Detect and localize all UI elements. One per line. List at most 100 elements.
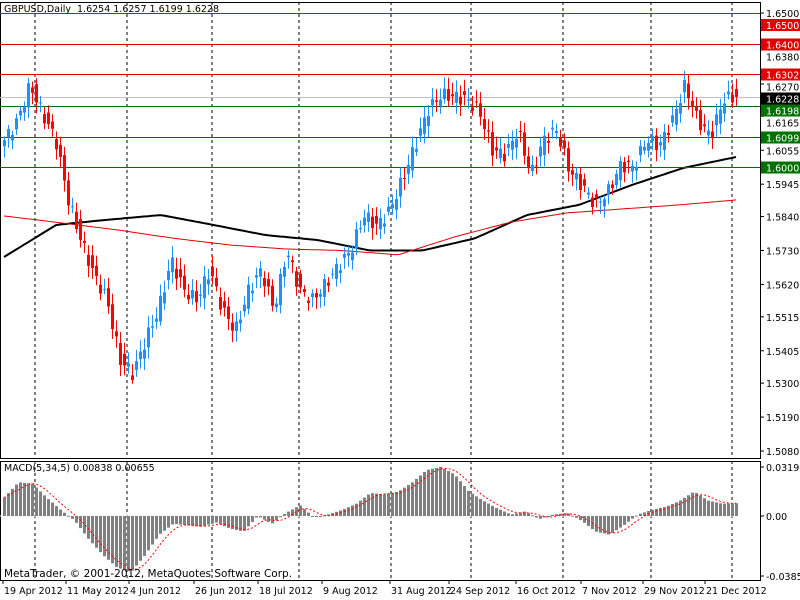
macd-bar — [127, 516, 130, 572]
macd-bar — [239, 516, 242, 531]
macd-bar — [291, 509, 294, 516]
candle — [291, 260, 294, 263]
candle — [659, 142, 662, 146]
level-label: 1.6302 — [766, 71, 799, 82]
macd-bar — [607, 516, 610, 535]
macd-bar — [179, 516, 182, 525]
macd-bar — [71, 516, 74, 519]
macd-bar — [435, 467, 438, 516]
macd-bar — [539, 516, 542, 519]
macd-bar — [87, 516, 90, 539]
candle — [299, 273, 302, 288]
macd-bar — [403, 487, 406, 516]
candle — [99, 284, 102, 294]
macd-bar — [499, 509, 502, 516]
candle — [703, 124, 706, 127]
candle — [595, 194, 598, 198]
candle — [587, 192, 590, 195]
x-tick-label: 31 Aug 2012 — [391, 586, 452, 597]
macd-bar — [115, 516, 118, 567]
macd-bar — [375, 493, 378, 516]
candle — [207, 279, 210, 285]
macd-bar — [15, 484, 18, 516]
candle — [343, 254, 346, 258]
level-label-bg — [761, 131, 800, 144]
macd-bar — [215, 516, 218, 523]
candle — [467, 99, 470, 101]
macd-bar — [51, 502, 54, 516]
macd-bar — [199, 516, 202, 527]
macd-bar — [427, 469, 430, 516]
macd-bar — [295, 507, 298, 516]
y-tick-label: 1.6500 — [766, 9, 799, 20]
macd-bar — [523, 511, 526, 516]
candle — [399, 177, 402, 197]
candle — [155, 318, 158, 322]
macd-bar — [19, 482, 22, 516]
candle — [323, 279, 326, 297]
candle — [103, 289, 106, 291]
macd-bar — [423, 471, 426, 516]
macd-bar — [355, 503, 358, 516]
candle — [567, 148, 570, 172]
candle — [639, 146, 642, 156]
macd-bar — [311, 516, 314, 517]
macd-bar — [111, 516, 114, 564]
level-label-bg — [761, 38, 800, 51]
candle — [519, 130, 522, 132]
candle — [375, 216, 378, 224]
candle — [147, 327, 150, 348]
candle — [39, 102, 42, 104]
macd-bar — [103, 516, 106, 557]
candle — [379, 217, 382, 230]
candle — [523, 132, 526, 156]
macd-bar — [591, 516, 594, 530]
macd-bar — [231, 516, 234, 530]
candle — [107, 288, 110, 307]
candle — [579, 173, 582, 191]
candle — [15, 118, 18, 130]
macd-bar — [551, 514, 554, 516]
candle — [215, 277, 218, 287]
candle — [355, 229, 358, 249]
candle — [451, 94, 454, 97]
candle — [439, 99, 442, 106]
macd-bar — [719, 503, 722, 516]
macd-bar — [11, 488, 14, 516]
candle — [607, 184, 610, 195]
macd-bar — [531, 515, 534, 517]
candle — [203, 276, 206, 299]
macd-bar — [43, 495, 46, 516]
candle — [223, 301, 226, 308]
macd-bar — [95, 516, 98, 548]
macd-bar — [299, 505, 302, 516]
macd-bar — [415, 478, 418, 516]
candle — [687, 83, 690, 99]
candle — [619, 161, 622, 181]
macd-bar — [315, 516, 318, 518]
candle — [495, 147, 498, 151]
y-tick-label: 1.5730 — [766, 247, 799, 258]
candle — [419, 128, 422, 136]
candle — [507, 144, 510, 148]
candle — [455, 91, 458, 103]
candle — [671, 115, 674, 123]
macd-bar — [275, 516, 278, 521]
candle — [199, 294, 202, 297]
candle — [339, 270, 342, 274]
candle — [547, 140, 550, 143]
macd-bar — [151, 516, 154, 545]
x-tick-label: 4 Jun 2012 — [130, 586, 181, 597]
macd-bar — [331, 513, 334, 516]
macd-bar — [627, 516, 630, 522]
macd-bar — [555, 514, 558, 516]
y-tick-label: 1.5190 — [766, 413, 799, 424]
x-tick-label: 7 Nov 2012 — [582, 586, 637, 597]
macd-bar — [667, 505, 670, 516]
x-tick-label: 18 Jul 2012 — [259, 586, 313, 597]
candle — [487, 130, 490, 132]
macd-y-tick-label: 0.03193 — [766, 463, 800, 474]
macd-bar — [63, 512, 66, 516]
candle — [131, 375, 134, 381]
